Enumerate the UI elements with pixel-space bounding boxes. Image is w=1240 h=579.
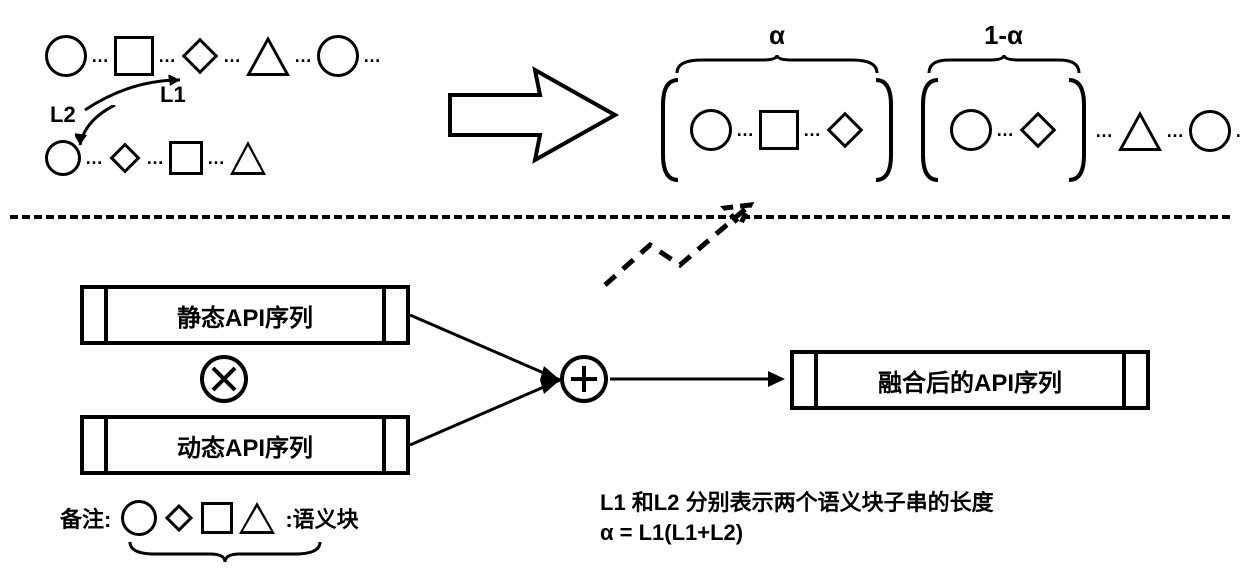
- legend-shapes: [121, 500, 275, 536]
- triangle-icon: [1118, 111, 1162, 151]
- box-cap: [382, 289, 406, 341]
- big-arrow-icon: [440, 60, 620, 170]
- ellipsis: …: [803, 120, 822, 141]
- fused-api-label: 融合后的API序列: [818, 354, 1122, 406]
- box-cap: [84, 419, 108, 471]
- ellipsis: …: [996, 120, 1015, 141]
- ellipsis: …: [1235, 121, 1240, 142]
- ellipsis: …: [223, 46, 242, 67]
- circle-icon: [45, 35, 87, 77]
- circle-icon: [690, 109, 732, 151]
- tail-sequence: … … …: [1095, 110, 1240, 152]
- circle-icon: [317, 35, 359, 77]
- static-api-box: 静态API序列: [80, 285, 410, 345]
- footnote-line-2: α = L1(L1+L2): [600, 520, 743, 546]
- ellipsis: …: [363, 46, 382, 67]
- triangle-icon: [246, 36, 290, 76]
- circle-icon: [121, 500, 157, 536]
- ellipsis: …: [736, 120, 755, 141]
- box-cap: [794, 354, 818, 406]
- bracket-left-icon: [920, 75, 942, 185]
- dynamic-api-box: 动态API序列: [80, 415, 410, 475]
- square-icon: [759, 110, 799, 150]
- box-cap: [84, 289, 108, 341]
- ellipsis: …: [1095, 121, 1114, 142]
- ellipsis: …: [91, 46, 110, 67]
- triangle-icon: [239, 502, 275, 534]
- ellipsis: …: [207, 148, 226, 169]
- one-minus-alpha-group: 1-α …: [920, 20, 1087, 185]
- box-cap: [1122, 354, 1146, 406]
- square-icon: [201, 502, 233, 534]
- bracket-right-icon: [1065, 75, 1087, 185]
- diamond-icon: [827, 112, 864, 149]
- sequence-1: … … … … …: [45, 35, 382, 77]
- zigzag-arrow-icon: [590, 190, 790, 300]
- alpha-group: α … …: [660, 20, 894, 185]
- circle-icon: [1189, 110, 1231, 152]
- diamond-icon: [1020, 112, 1057, 149]
- dynamic-api-label: 动态API序列: [108, 419, 382, 471]
- brace-top-icon: [924, 55, 1084, 75]
- diamond-icon: [165, 504, 193, 532]
- ellipsis: …: [294, 46, 313, 67]
- plus-operator-icon: [560, 355, 608, 403]
- note-prefix: 备注:: [60, 502, 111, 534]
- note-suffix: :语义块: [285, 502, 358, 534]
- brace-under-icon: [125, 540, 325, 564]
- static-api-label: 静态API序列: [108, 289, 382, 341]
- l2-arrow-icon: [75, 105, 135, 155]
- fused-api-box: 融合后的API序列: [790, 350, 1150, 410]
- footnote-line-1: L1 和L2 分别表示两个语义块子串的长度: [600, 485, 994, 517]
- circle-icon: [950, 109, 992, 151]
- l2-label: L2: [50, 102, 76, 128]
- bracket-right-icon: [872, 75, 894, 185]
- times-operator-icon: [200, 355, 248, 403]
- to-fused-arrow: [610, 370, 790, 390]
- ellipsis: …: [1166, 121, 1185, 142]
- ellipsis: …: [146, 148, 165, 169]
- legend-row: 备注: :语义块: [60, 500, 359, 536]
- box-cap: [382, 419, 406, 471]
- one-minus-alpha-label: 1-α: [984, 20, 1023, 51]
- square-icon: [114, 36, 154, 76]
- square-icon: [169, 141, 203, 175]
- bracket-left-icon: [660, 75, 682, 185]
- diamond-icon: [182, 38, 219, 75]
- alpha-label: α: [769, 20, 785, 51]
- brace-top-icon: [672, 55, 882, 75]
- triangle-icon: [230, 141, 266, 175]
- ellipsis: …: [158, 46, 177, 67]
